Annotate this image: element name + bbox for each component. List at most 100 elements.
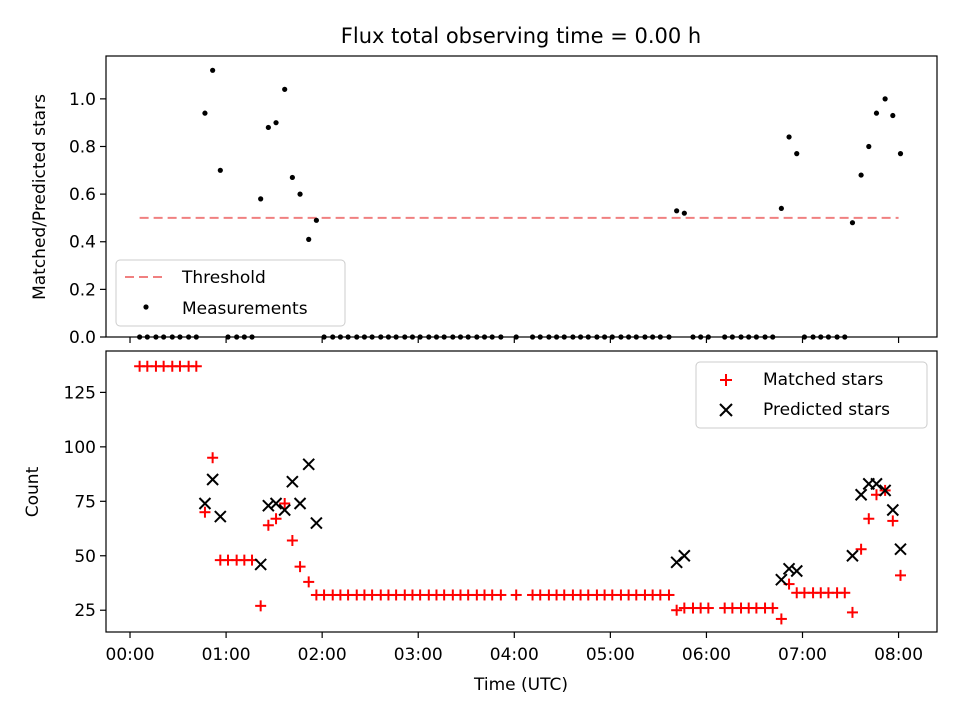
- matched-star-marker: [303, 576, 315, 588]
- measurement-point: [289, 174, 295, 181]
- matched-star-marker: [262, 519, 274, 531]
- predicted-star-marker: [278, 503, 291, 517]
- measurement-point: [873, 110, 880, 116]
- matched-star-marker: [671, 604, 683, 616]
- matched-stars-points: [134, 360, 906, 625]
- measurement-point: [265, 124, 271, 131]
- matched-star-marker: [294, 561, 306, 573]
- predicted-star-marker: [878, 484, 892, 497]
- matched-star-marker: [510, 589, 522, 601]
- count-y-tick-label: 100: [64, 438, 96, 458]
- predicted-star-marker: [302, 458, 315, 471]
- count-x-tick-label: 03:00: [394, 645, 443, 665]
- matched-star-marker: [255, 600, 267, 612]
- ratio-y-tick-label: 1.0: [69, 90, 96, 110]
- ratio-y-tick-label: 0.8: [69, 137, 96, 157]
- legend-predicted-label: Predicted stars: [763, 400, 890, 420]
- count-y-tick-label: 75: [74, 492, 96, 512]
- matched-star-marker: [767, 602, 779, 614]
- ratio-y-tick-label: 0.6: [69, 185, 96, 205]
- measurement-point: [313, 217, 319, 223]
- count-y-tick-label: 25: [74, 601, 96, 621]
- measurement-point: [202, 110, 208, 116]
- count-x-axis-label: Time (UTC): [473, 675, 568, 695]
- figure-title: Flux total observing time = 0.00 h: [341, 24, 701, 48]
- predicted-star-marker: [310, 516, 323, 530]
- ratio-panel: 0.0 0.2 0.4 0.6 0.8 1.0 Matched/Predicted sta…: [30, 55, 938, 348]
- predicted-star-marker: [870, 477, 883, 491]
- ratio-legend: Threshold Measurements: [115, 259, 346, 327]
- predicted-star-marker: [206, 473, 219, 486]
- measurement-point: [897, 151, 904, 157]
- measurement-point: [273, 120, 279, 126]
- matched-star-marker: [855, 543, 867, 555]
- measurement-point: [786, 134, 792, 140]
- count-plot-frame: [105, 350, 938, 633]
- matched-star-marker: [199, 506, 211, 518]
- matched-star-marker: [887, 515, 899, 527]
- matched-star-marker: [270, 513, 282, 525]
- matched-star-marker: [775, 613, 787, 625]
- predicted-star-marker: [678, 549, 691, 562]
- measurement-point: [794, 151, 800, 157]
- count-x-tick-label: 06:00: [682, 645, 731, 665]
- ratio-y-axis-label: Matched/Predicted stars: [30, 94, 50, 300]
- count-panel: 25 50 75 100 125 00:00 01:00 02:00 03:00 04:00 05…: [23, 350, 938, 695]
- legend-matched-swatch: [720, 374, 732, 386]
- measurement-point: [210, 67, 216, 73]
- matched-star-marker: [663, 589, 675, 601]
- count-x-tick-label: 02:00: [298, 645, 347, 665]
- predicted-star-marker: [262, 499, 275, 512]
- predicted-star-marker: [894, 543, 907, 556]
- legend-measurements-swatch: [143, 304, 149, 310]
- ratio-y-axis-ticks: 0.0 0.2 0.4 0.6 0.8 1.0: [69, 90, 106, 348]
- matched-star-marker: [495, 589, 507, 601]
- predicted-star-marker: [886, 503, 900, 517]
- ratio-y-tick-label: 0.2: [69, 280, 96, 300]
- predicted-star-marker: [846, 549, 859, 562]
- count-x-axis-ticks: 00:00 01:00 02:00 03:00 04:00 05:00 06:00 07:00…: [106, 632, 923, 665]
- predicted-star-marker: [782, 562, 796, 576]
- predicted-stars-points: [198, 458, 907, 586]
- predicted-star-marker: [775, 573, 788, 586]
- measurement-point: [866, 143, 872, 150]
- matched-star-marker: [894, 569, 906, 581]
- ratio-x-axis-ticks: [129, 337, 900, 343]
- count-y-axis-ticks: 25 50 75 100 125: [64, 383, 106, 621]
- matched-star-marker: [863, 513, 875, 525]
- count-x-tick-label: 00:00: [106, 645, 155, 665]
- legend-measurements-label: Measurements: [182, 299, 308, 319]
- matched-star-marker: [846, 606, 858, 618]
- count-legend: Matched stars Predicted stars: [695, 361, 928, 429]
- matched-star-marker: [286, 535, 298, 547]
- predicted-star-marker: [286, 475, 299, 488]
- measurement-point: [858, 172, 864, 178]
- ratio-plot-frame: [105, 55, 938, 338]
- measurement-point: [674, 208, 680, 214]
- measurement-point: [778, 205, 784, 212]
- count-x-tick-label: 05:00: [586, 645, 635, 665]
- measurement-point: [258, 196, 264, 202]
- measurement-point: [217, 167, 223, 173]
- matched-star-marker: [279, 497, 291, 509]
- matched-star-marker: [702, 602, 714, 614]
- legend-predicted-swatch: [719, 403, 733, 417]
- predicted-star-marker: [214, 510, 227, 523]
- predicted-star-marker: [269, 497, 283, 510]
- ratio-y-tick-label: 0.0: [69, 328, 96, 348]
- count-y-axis-label: Count: [23, 466, 43, 517]
- count-y-tick-label: 125: [64, 383, 96, 403]
- ratio-y-tick-label: 0.4: [69, 233, 96, 253]
- count-x-tick-label: 01:00: [202, 645, 251, 665]
- measurement-point: [297, 191, 303, 197]
- count-y-tick-label: 50: [74, 547, 96, 567]
- measurement-point: [882, 96, 888, 102]
- count-x-tick-label: 07:00: [778, 645, 827, 665]
- predicted-star-marker: [293, 497, 307, 510]
- count-x-tick-label: 04:00: [490, 645, 539, 665]
- measurement-point: [681, 210, 687, 216]
- predicted-star-marker: [854, 488, 868, 501]
- predicted-star-marker: [198, 497, 212, 510]
- legend-threshold-label: Threshold: [181, 268, 266, 288]
